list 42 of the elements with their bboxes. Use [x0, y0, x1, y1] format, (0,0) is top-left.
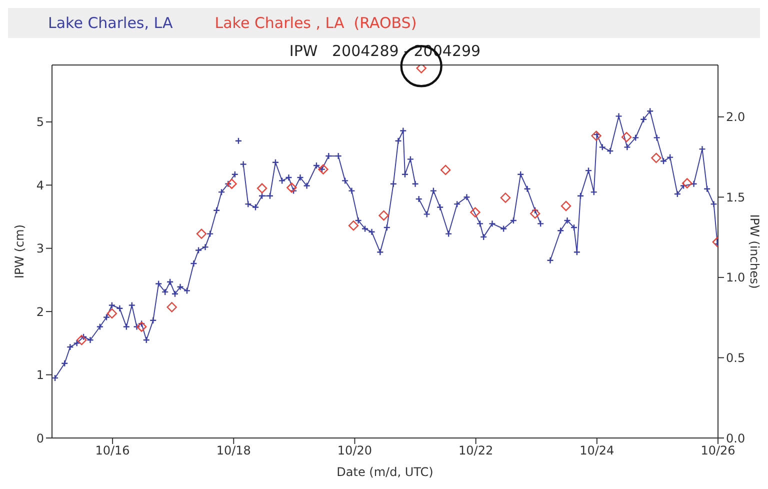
point: [682, 178, 692, 188]
point: [621, 132, 632, 142]
x-axis-title: Date (m/d, UTC): [336, 465, 434, 479]
point: [500, 192, 511, 203]
y2-tick-label: 2.0: [726, 110, 746, 124]
point: [651, 152, 662, 164]
text: Lake Charles, LA: [48, 14, 173, 32]
y-tick-label: 2: [36, 304, 44, 319]
x-tick-label: 10/26: [700, 444, 736, 458]
y2-tick-label: 0.0: [726, 431, 746, 446]
y-tick-label: 5: [36, 115, 44, 130]
point: [226, 178, 237, 189]
point: [106, 308, 118, 319]
y-tick-label: 1: [36, 368, 44, 382]
y-axis-title: IPW (cm): [12, 224, 26, 279]
point: [591, 130, 602, 141]
point: [256, 183, 268, 194]
y2-tick-label: 1.5: [726, 190, 746, 204]
x-tick-label: 10/18: [216, 444, 251, 458]
point: [348, 220, 359, 231]
point: [416, 65, 426, 74]
x-tick-label: 10/16: [95, 444, 130, 458]
point: [136, 322, 147, 332]
point: [286, 182, 297, 193]
y-tick-label: 0: [36, 431, 44, 446]
point: [560, 200, 572, 212]
point: [166, 302, 177, 312]
y-tick-label: 4: [36, 178, 44, 192]
y2-tick-label: 1.0: [726, 270, 746, 285]
y2-axis-title: IPW (inches): [748, 214, 762, 289]
point: [196, 228, 207, 239]
point: [378, 210, 389, 221]
point: [440, 164, 451, 176]
y2-tick-label: 0.5: [726, 350, 746, 365]
point: [530, 208, 540, 219]
text: Lake Charles , LA (RAOBS): [214, 14, 417, 32]
x-tick-label: 10/20: [337, 444, 372, 458]
point: [470, 207, 480, 218]
x-tick-label: 10/22: [458, 444, 494, 458]
y-tick-label: 3: [36, 242, 44, 256]
point: [76, 334, 87, 346]
x-tick-label: 10/24: [580, 444, 614, 458]
